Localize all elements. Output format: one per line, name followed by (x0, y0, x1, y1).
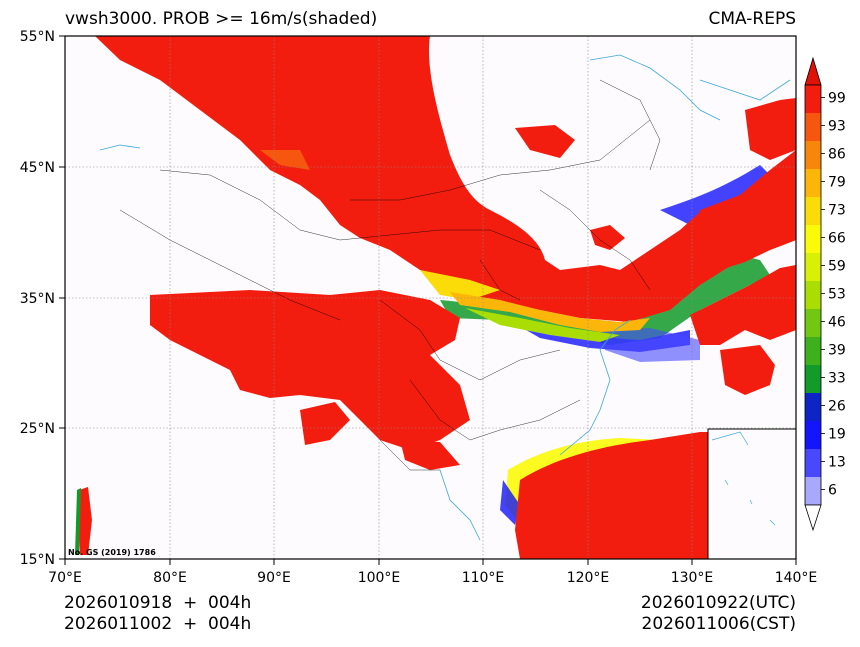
lon-tick-label: 140°E (775, 570, 818, 586)
colorbar-swatch (805, 225, 821, 253)
model-name: CMA-REPS (708, 9, 796, 29)
tick-marks (59, 35, 797, 565)
colorbar-label: 6 (828, 483, 837, 499)
colorbar-swatch (805, 253, 821, 281)
gridlines (65, 36, 796, 559)
colorbar-swatch (805, 477, 821, 505)
colorbar-label: 13 (828, 455, 846, 471)
lat-tick-label: 15°N (20, 552, 55, 568)
colorbar-label: 53 (828, 287, 846, 303)
colorbar-swatch (805, 337, 821, 365)
map-title: vwsh3000. PROB >= 16m/s(shaded) (65, 9, 378, 29)
colorbar-label: 26 (828, 399, 846, 415)
colorbar-swatch (805, 197, 821, 225)
lat-tick-label: 35°N (20, 291, 55, 307)
colorbar-bottom-arrow (804, 504, 822, 532)
colorbar-label: 19 (828, 427, 846, 443)
colorbar-swatch (805, 141, 821, 169)
lon-tick-label: 120°E (567, 570, 610, 586)
colorbar-label: 93 (828, 119, 846, 135)
coastlines (99, 54, 791, 541)
colorbar-label: 33 (828, 371, 846, 387)
init-time-utc: 2026010918 + 004h (64, 593, 252, 613)
colorbar: 99 93 86 79 73 66 59 53 46 39 33 26 19 13 6 (804, 56, 846, 532)
valid-time-cst: 2026011006(CST) (641, 614, 796, 634)
lat-tick-label: 55°N (20, 29, 55, 45)
colorbar-swatch (805, 281, 821, 309)
init-time-block: 2026010918 + 004h 2026011002 + 004h (64, 593, 251, 635)
colorbar-swatch (805, 113, 821, 141)
colorbar-label: 66 (828, 231, 846, 247)
lon-tick-label: 70°E (48, 570, 82, 586)
lat-tick-label: 45°N (20, 160, 55, 176)
valid-time-block: 2026010922(UTC) 2026011006(CST) (641, 593, 796, 635)
colorbar-swatch (805, 309, 821, 337)
valid-time-utc: 2026010922(UTC) (640, 593, 796, 613)
lon-tick-label: 130°E (671, 570, 714, 586)
lon-tick-label: 110°E (462, 570, 505, 586)
colorbar-top-arrow (804, 56, 822, 86)
colorbar-swatch (805, 449, 821, 477)
approval-number: No. GS (2019) 1786 (68, 548, 156, 557)
inset-map (707, 428, 797, 560)
probability-shading (75, 36, 796, 559)
lon-tick-label: 80°E (153, 570, 187, 586)
colorbar-swatch (805, 421, 821, 449)
lat-tick-label: 25°N (20, 421, 55, 437)
init-time-cst: 2026011002 + 004h (64, 614, 252, 634)
colorbar-swatch (805, 365, 821, 393)
colorbar-swatch (805, 169, 821, 197)
colorbar-label: 86 (828, 147, 846, 163)
borders (119, 79, 661, 471)
lon-tick-label: 90°E (257, 570, 291, 586)
colorbar-swatch (805, 393, 821, 421)
colorbar-swatch (805, 85, 821, 113)
colorbar-label: 99 (828, 91, 846, 107)
colorbar-label: 46 (828, 315, 846, 331)
colorbar-label: 59 (828, 259, 846, 275)
colorbar-label: 39 (828, 343, 846, 359)
colorbar-label: 79 (828, 175, 846, 191)
colorbar-label: 73 (828, 203, 846, 219)
lon-tick-label: 100°E (358, 570, 401, 586)
